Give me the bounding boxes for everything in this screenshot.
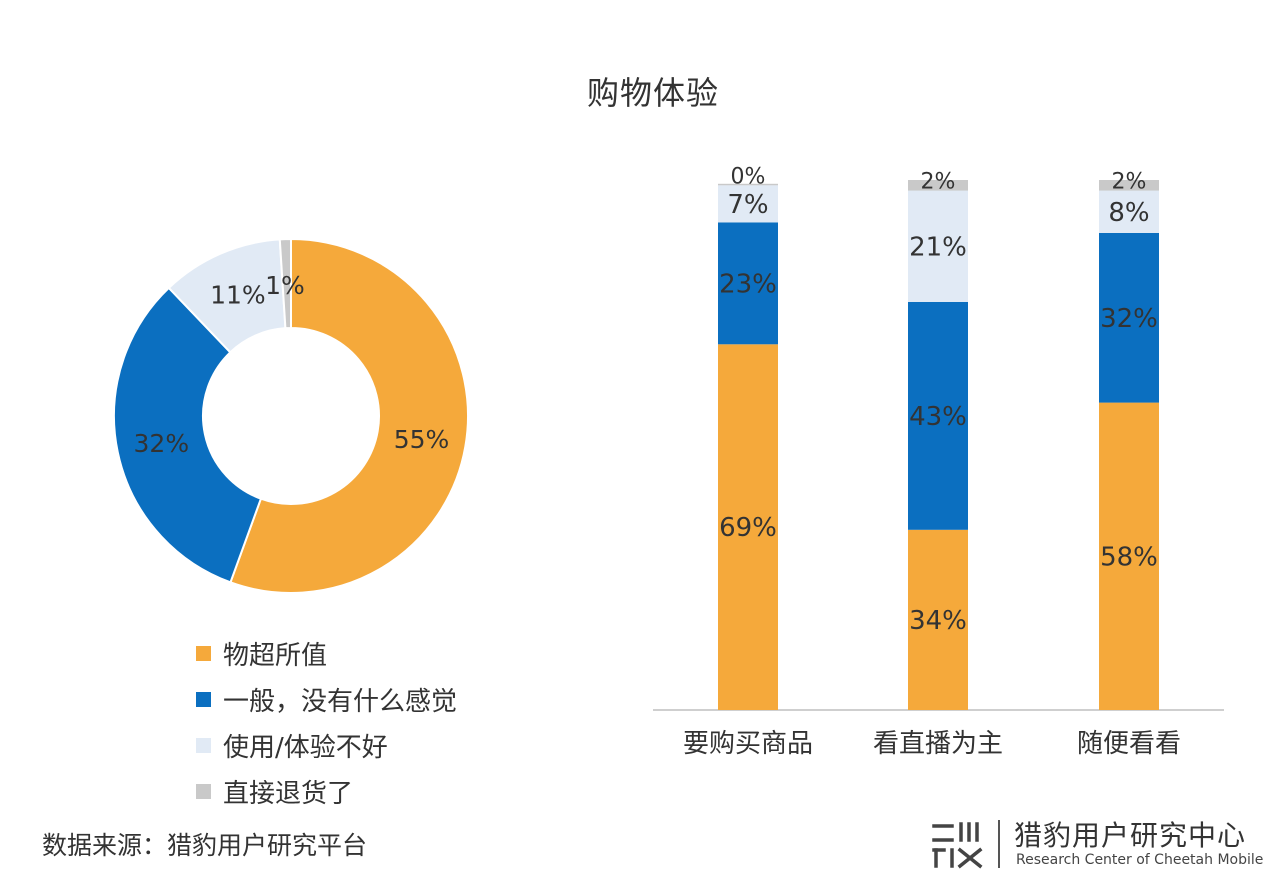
bar-segment — [718, 185, 778, 223]
x-tick-label: 看直播为主 — [873, 729, 1003, 759]
bar-segment — [908, 301, 968, 530]
donut-slice — [113, 286, 263, 584]
bar-segment — [1099, 180, 1159, 191]
data-source-note: 数据来源：猎豹用户研究平台 — [42, 831, 368, 860]
bar-segment — [718, 183, 778, 186]
legend-label: 使用/体验不好 — [223, 732, 388, 763]
legend-item: 使用/体验不好 — [196, 722, 457, 768]
bar-data-label: 32% — [1100, 304, 1158, 334]
bar-segment — [1099, 233, 1159, 403]
legend-item: 物超所值 — [196, 630, 457, 676]
bar-data-label: 0% — [731, 164, 766, 189]
legend-swatch — [196, 645, 211, 661]
bar-segment — [908, 180, 968, 191]
logo-divider — [998, 820, 1000, 868]
bar-data-label: 43% — [909, 402, 967, 432]
donut-slice — [229, 237, 469, 594]
logo-subtitle: Research Center of Cheetah Mobile — [1016, 852, 1264, 868]
donut-slice — [278, 237, 292, 330]
bar-data-label: 8% — [1108, 198, 1149, 228]
legend-label: 物超所值 — [223, 640, 328, 671]
stacked-bar-chart: 69% 23% 7%0% 要购买商品 34% 43% 21% 2% 看直播为主 58% 32% 8% 2… — [653, 164, 1224, 759]
bar-segment — [908, 529, 968, 710]
bar-data-label: 2% — [921, 170, 956, 195]
x-tick-label: 要购买商品 — [683, 729, 813, 759]
donut-data-label: 1% — [265, 271, 305, 300]
donut-chart: 55% 32% 11% 1% — [113, 237, 469, 594]
legend-swatch — [196, 691, 211, 707]
bar-segment — [1099, 402, 1159, 710]
bar-data-label: 58% — [1100, 542, 1158, 572]
chart-title: 购物体验 — [586, 74, 719, 112]
bar-segment — [1099, 190, 1159, 233]
bar-data-label: 34% — [909, 606, 967, 636]
bar-data-label: 23% — [719, 269, 777, 299]
bar-segment — [718, 344, 778, 710]
donut-data-label: 55% — [394, 425, 450, 454]
legend-item: 一般，没有什么感觉 — [196, 676, 457, 722]
bar-segment — [718, 222, 778, 345]
bar-data-label: 21% — [909, 232, 967, 262]
legend-label: 直接退货了 — [223, 778, 354, 809]
donut-data-label: 11% — [210, 281, 266, 310]
cheetah-logo-icon — [932, 822, 983, 869]
legend: 物超所值 一般，没有什么感觉 使用/体验不好 直接退货了 — [196, 630, 457, 814]
bar-segment — [908, 190, 968, 302]
donut-data-label: 32% — [134, 429, 190, 458]
legend-swatch — [196, 783, 211, 799]
x-tick-label: 随便看看 — [1077, 729, 1181, 759]
legend-swatch — [196, 737, 211, 753]
bar-data-label: 2% — [1112, 170, 1147, 195]
bar-data-label: 69% — [719, 513, 777, 543]
logo-name: 猎豹用户研究中心 — [1014, 819, 1247, 852]
brand-logo: 猎豹用户研究中心 Research Center of Cheetah Mobi… — [930, 814, 1270, 874]
legend-item: 直接退货了 — [196, 768, 457, 814]
bar-data-label: 7% — [727, 190, 768, 220]
legend-label: 一般，没有什么感觉 — [223, 686, 458, 717]
